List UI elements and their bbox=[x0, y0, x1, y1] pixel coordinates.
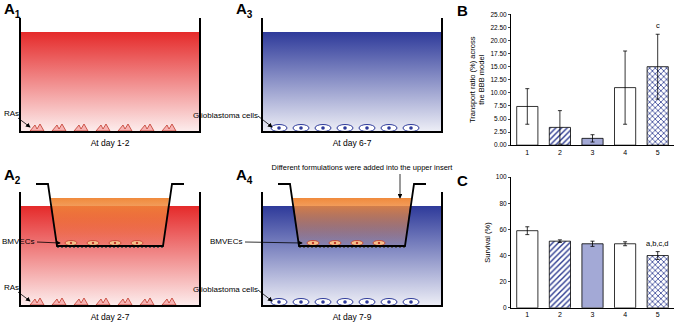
svg-text:5.00: 5.00 bbox=[494, 115, 507, 122]
svg-text:Glioblastoma cells: Glioblastoma cells bbox=[193, 285, 258, 294]
svg-text:5: 5 bbox=[656, 149, 660, 156]
svg-text:At day 2-7: At day 2-7 bbox=[91, 312, 130, 322]
svg-text:20: 20 bbox=[499, 278, 507, 285]
svg-text:A1: A1 bbox=[4, 0, 21, 20]
svg-text:c: c bbox=[656, 21, 660, 30]
svg-text:40: 40 bbox=[499, 252, 507, 259]
svg-text:2: 2 bbox=[558, 311, 562, 318]
svg-text:3: 3 bbox=[591, 149, 595, 156]
svg-text:At day 7-9: At day 7-9 bbox=[333, 312, 372, 322]
svg-text:25.00: 25.00 bbox=[490, 11, 507, 18]
svg-text:80: 80 bbox=[499, 200, 507, 207]
svg-text:At day 1-2: At day 1-2 bbox=[91, 138, 130, 148]
svg-text:15.00: 15.00 bbox=[490, 63, 507, 70]
svg-text:Survival (%): Survival (%) bbox=[483, 222, 492, 263]
svg-text:2: 2 bbox=[558, 149, 562, 156]
html-text:B: B bbox=[457, 2, 468, 19]
svg-text:10.00: 10.00 bbox=[490, 89, 507, 96]
svg-text:4: 4 bbox=[623, 311, 627, 318]
svg-text:A2: A2 bbox=[4, 166, 21, 186]
svg-text:Different formulations were ad: Different formulations were added into t… bbox=[272, 163, 454, 172]
svg-text:BMVECs: BMVECs bbox=[210, 237, 242, 246]
svg-text:3: 3 bbox=[591, 311, 595, 318]
svg-text:2.50: 2.50 bbox=[494, 128, 507, 135]
svg-text:5: 5 bbox=[656, 311, 660, 318]
svg-text:1: 1 bbox=[525, 149, 529, 156]
svg-text:17.50: 17.50 bbox=[490, 50, 507, 57]
svg-text:0: 0 bbox=[503, 304, 507, 311]
svg-text:At day 6-7: At day 6-7 bbox=[333, 138, 372, 148]
svg-text:7.50: 7.50 bbox=[494, 102, 507, 109]
svg-text:22.50: 22.50 bbox=[490, 24, 507, 31]
svg-text:4: 4 bbox=[623, 149, 627, 156]
svg-text:20.00: 20.00 bbox=[490, 37, 507, 44]
svg-text:1: 1 bbox=[525, 311, 529, 318]
svg-text:BMVECs: BMVECs bbox=[2, 237, 34, 246]
svg-text:100: 100 bbox=[496, 173, 507, 180]
svg-text:12.50: 12.50 bbox=[490, 76, 507, 83]
svg-text:a,b,c,d: a,b,c,d bbox=[646, 239, 669, 248]
svg-text:RAs: RAs bbox=[4, 109, 19, 118]
svg-text:Glioblastoma cells: Glioblastoma cells bbox=[193, 111, 258, 120]
svg-text:RAs: RAs bbox=[4, 283, 19, 292]
svg-text:A3: A3 bbox=[236, 0, 253, 20]
svg-text:60: 60 bbox=[499, 226, 507, 233]
html-text:C: C bbox=[457, 172, 468, 189]
svg-text:Transport ratio (%) acrossthe: Transport ratio (%) acrossthe BBB model bbox=[468, 36, 487, 123]
svg-text:0.00: 0.00 bbox=[494, 141, 507, 148]
svg-text:A4: A4 bbox=[236, 166, 253, 186]
